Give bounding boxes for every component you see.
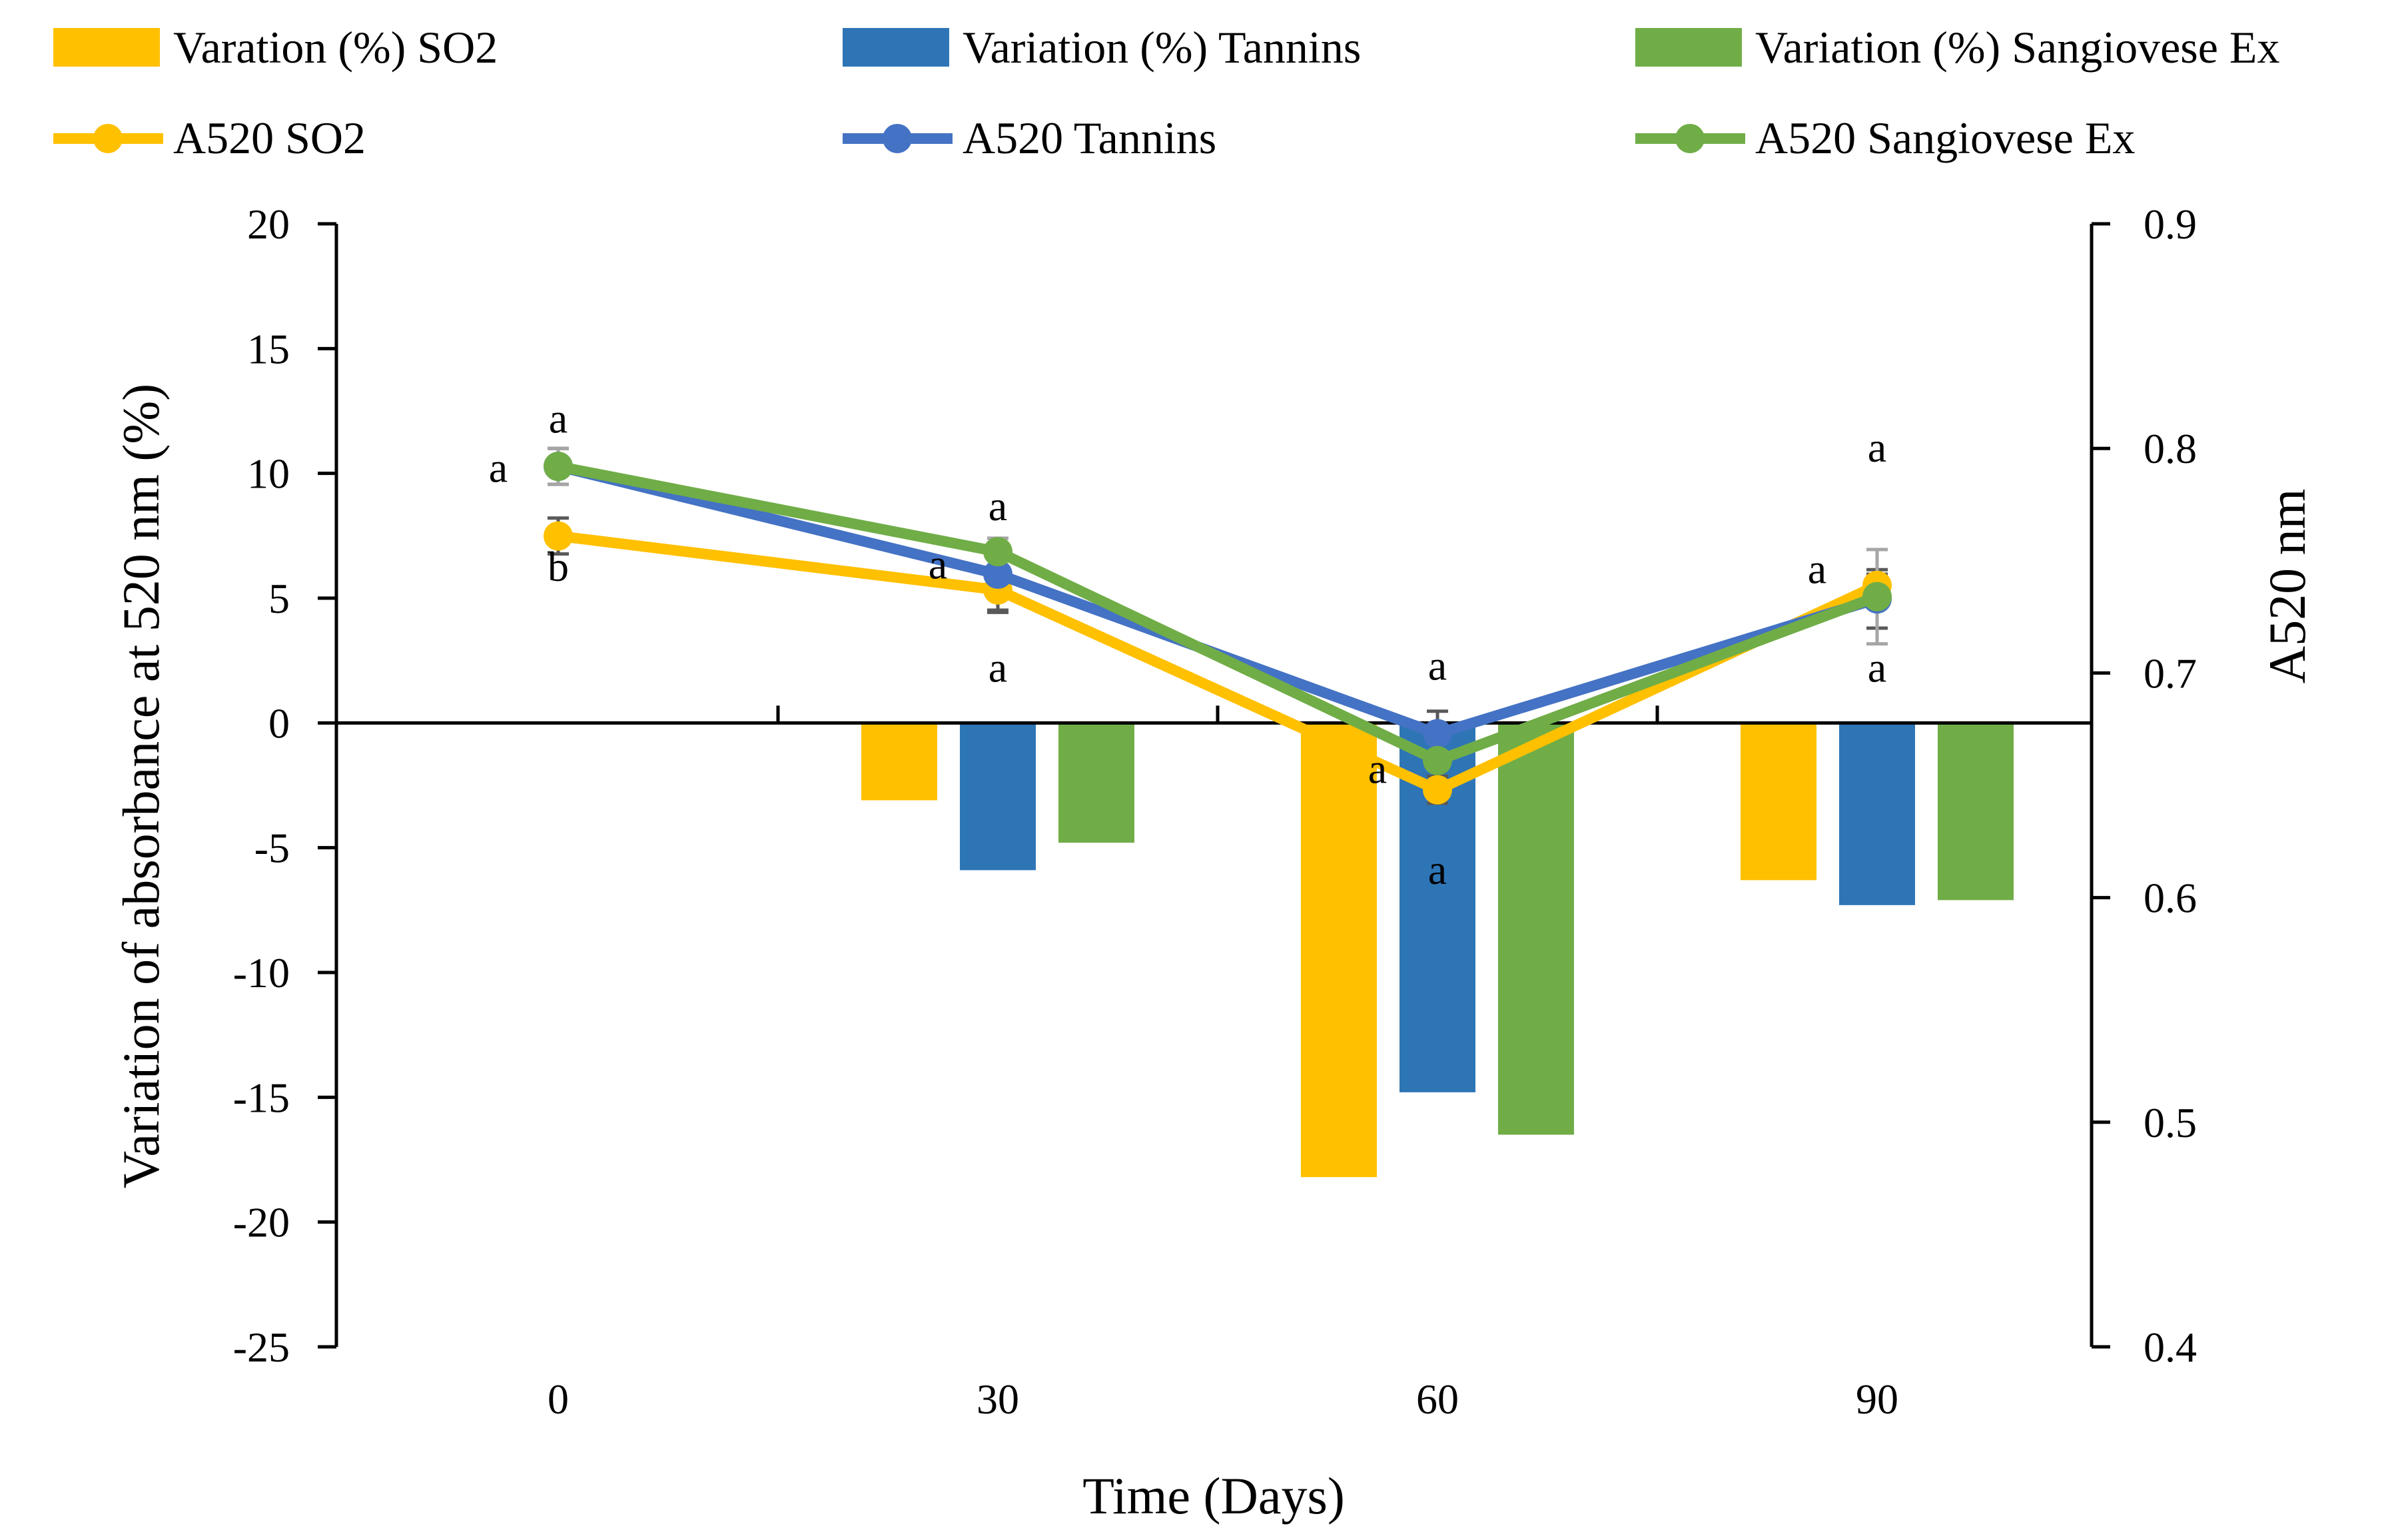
annotation: a bbox=[1868, 644, 1886, 691]
legend-bar-swatch bbox=[843, 28, 949, 67]
legend-line-marker bbox=[883, 124, 912, 153]
bar-2-3 bbox=[1938, 723, 2014, 901]
annotation: a bbox=[989, 482, 1007, 530]
legend-bar-label: Variation (%) Tannins bbox=[963, 22, 1361, 73]
annotation: a bbox=[1808, 545, 1826, 592]
marker-2-2 bbox=[1423, 745, 1452, 775]
marker-0-0 bbox=[544, 521, 573, 551]
y-tick-label: -20 bbox=[233, 1199, 290, 1246]
legend-line-label: A520 SO2 bbox=[173, 113, 366, 163]
bar-0-3 bbox=[1741, 723, 1816, 881]
y-tick-label: -10 bbox=[233, 949, 290, 996]
legend-line-marker bbox=[93, 124, 123, 153]
legend-bar-swatch bbox=[53, 28, 160, 67]
axes-layer: 20 15 10 5 0 -5 -10 -15 -20 -25 0.9 0.8 0.7 0.6 0.5 0.4… bbox=[233, 200, 2197, 1423]
legend-bar-swatch bbox=[1635, 28, 1742, 67]
annotation: a bbox=[489, 444, 508, 492]
labels-layer: Time (Days) Variation of absorbance at 52… bbox=[112, 384, 2316, 1525]
line-series-2 bbox=[557, 461, 1879, 766]
annotation: a bbox=[549, 394, 568, 442]
y-tick-label: 10 bbox=[247, 450, 290, 498]
x-axis-title: Time (Days) bbox=[1082, 1467, 1345, 1525]
legend-bar-label: Variation (%) Sangiovese Ex bbox=[1755, 22, 2279, 73]
marker-2-0 bbox=[544, 452, 573, 482]
y2-tick-label: 0.5 bbox=[2144, 1099, 2197, 1146]
annotation: a bbox=[989, 644, 1007, 691]
legend-bar-label: Varation (%) SO2 bbox=[173, 22, 498, 73]
y2-tick-label: 0.4 bbox=[2144, 1324, 2197, 1371]
y-tick-label: -15 bbox=[233, 1074, 290, 1121]
marker-0-2 bbox=[1423, 775, 1452, 805]
annotation: a bbox=[1868, 424, 1886, 471]
x-tick-label: 0 bbox=[548, 1375, 569, 1423]
marker-2-3 bbox=[1862, 581, 1892, 611]
x-tick-label: 30 bbox=[977, 1375, 1019, 1423]
bar-0-2 bbox=[1301, 723, 1377, 1178]
x-tick-label: 60 bbox=[1416, 1375, 1459, 1423]
y-tick-label: -25 bbox=[233, 1324, 290, 1371]
bar-1-1 bbox=[960, 723, 1036, 871]
y2-tick-label: 0.9 bbox=[2144, 200, 2197, 248]
y-tick-label: 0 bbox=[268, 699, 290, 747]
annotation: a bbox=[1428, 846, 1447, 893]
y-tick-label: 15 bbox=[247, 325, 290, 372]
annotation: b bbox=[548, 543, 569, 590]
annotation: a bbox=[929, 541, 947, 588]
line-series-0 bbox=[558, 530, 1880, 795]
lines-layer bbox=[544, 452, 1892, 805]
legend-line-label: A520 Sangiovese Ex bbox=[1755, 113, 2135, 163]
bar-2-2 bbox=[1498, 723, 1574, 1135]
bar-2-1 bbox=[1058, 723, 1134, 843]
x-tick-label: 90 bbox=[1856, 1375, 1898, 1423]
y-axis-title: Variation of absorbance at 520 nm (%) bbox=[112, 384, 170, 1189]
y2-tick-label: 0.7 bbox=[2144, 649, 2197, 697]
y-tick-label: -5 bbox=[254, 825, 290, 872]
bar-1-3 bbox=[1839, 723, 1915, 905]
marker-1-1 bbox=[983, 560, 1012, 589]
y-tick-label: 20 bbox=[247, 200, 290, 248]
y2-tick-label: 0.6 bbox=[2144, 875, 2197, 922]
bar-0-1 bbox=[861, 723, 937, 801]
annotation: a bbox=[1368, 745, 1387, 792]
bars-layer bbox=[861, 723, 2014, 1178]
annotation: a bbox=[1428, 641, 1447, 689]
y-tick-label: 5 bbox=[268, 575, 290, 622]
legend: Varation (%) SO2 Variation (%) Tannins Var… bbox=[53, 22, 2279, 163]
marker-2-1 bbox=[983, 537, 1012, 567]
y2-axis-title: A520 nm bbox=[2258, 489, 2316, 684]
marker-1-2 bbox=[1423, 719, 1452, 749]
legend-line-marker bbox=[1675, 124, 1705, 153]
y2-tick-label: 0.8 bbox=[2144, 425, 2197, 472]
legend-line-label: A520 Tannins bbox=[963, 113, 1216, 163]
